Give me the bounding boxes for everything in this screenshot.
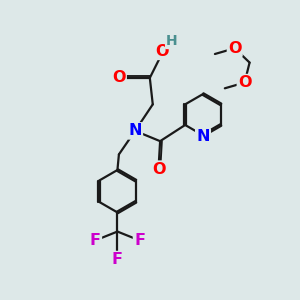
Text: N: N — [128, 123, 142, 138]
Text: H: H — [166, 34, 178, 48]
Text: F: F — [112, 252, 123, 267]
Text: N: N — [196, 129, 210, 144]
Text: F: F — [134, 233, 145, 248]
Text: F: F — [90, 233, 101, 248]
Text: O: O — [152, 162, 165, 177]
Text: O: O — [155, 44, 168, 59]
Text: O: O — [112, 70, 126, 86]
Text: O: O — [238, 75, 251, 90]
Text: O: O — [228, 41, 242, 56]
